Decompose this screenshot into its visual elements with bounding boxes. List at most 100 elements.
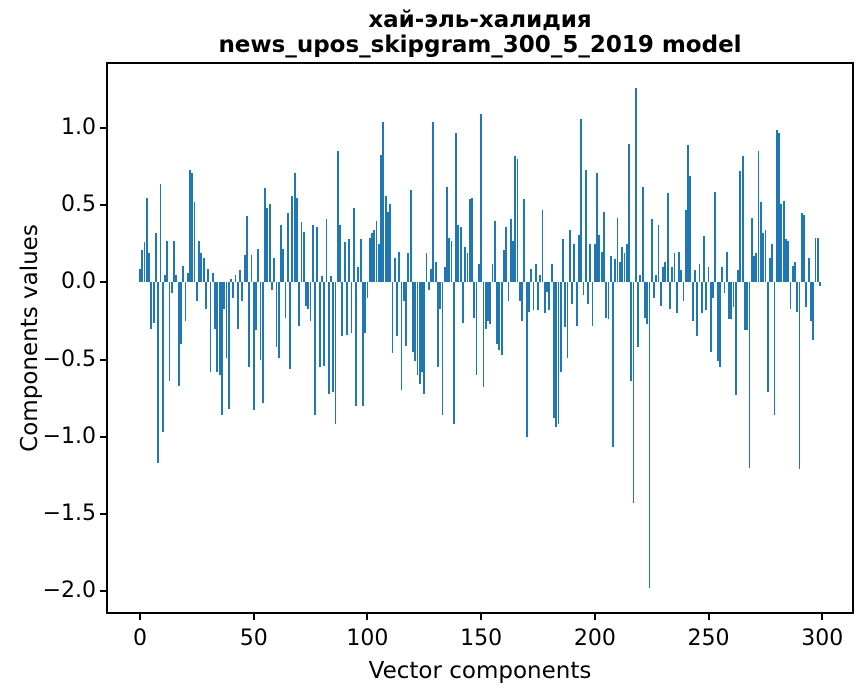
bar xyxy=(698,263,701,283)
bar xyxy=(496,282,498,345)
bar xyxy=(796,282,799,312)
bar xyxy=(603,211,605,283)
bar xyxy=(309,282,312,322)
bar xyxy=(582,282,585,295)
bar xyxy=(800,213,803,283)
bar xyxy=(491,263,494,283)
bar xyxy=(432,122,435,283)
x-tick-mark xyxy=(821,614,824,620)
bar xyxy=(177,282,180,386)
bar xyxy=(464,247,467,283)
bar xyxy=(255,282,257,331)
bar xyxy=(575,282,578,326)
bar xyxy=(371,233,373,283)
bar xyxy=(634,88,637,283)
bar xyxy=(234,274,237,283)
bar xyxy=(612,282,614,448)
bar xyxy=(173,240,176,283)
bar xyxy=(141,250,144,283)
bar xyxy=(452,282,455,425)
bar xyxy=(653,282,655,298)
bar xyxy=(402,282,405,301)
bar xyxy=(264,188,266,283)
bar xyxy=(489,282,492,325)
chart-title-model: news_upos_skipgram_300_5_2019 model xyxy=(218,32,742,58)
bar xyxy=(357,267,360,283)
bar xyxy=(505,226,508,283)
bar xyxy=(548,282,551,311)
y-tick-label: 0.5 xyxy=(61,192,96,218)
bar xyxy=(643,282,646,318)
bar xyxy=(325,219,328,283)
bar xyxy=(225,282,228,359)
bar xyxy=(814,237,817,283)
bar xyxy=(305,282,307,306)
bar xyxy=(477,263,480,283)
bar xyxy=(562,239,564,283)
bar xyxy=(527,282,530,312)
bar xyxy=(534,263,537,283)
bar xyxy=(359,239,362,283)
bar xyxy=(386,211,389,283)
bar xyxy=(509,219,512,283)
bar xyxy=(630,282,633,382)
bar xyxy=(521,282,523,322)
bar xyxy=(180,282,182,345)
bar xyxy=(289,282,291,369)
bar xyxy=(475,282,478,375)
x-tick-label: 200 xyxy=(573,626,616,651)
bar xyxy=(691,282,694,322)
bar xyxy=(518,282,521,301)
x-tick-mark xyxy=(366,614,369,620)
bar xyxy=(730,282,733,320)
bar xyxy=(164,274,166,283)
x-tick-label: 150 xyxy=(460,626,503,651)
chart-title: хай-эль-халидия news_upos_skipgram_300_5… xyxy=(106,8,854,58)
bar xyxy=(696,282,699,337)
bar xyxy=(391,282,394,354)
bar xyxy=(600,251,603,283)
y-tick-mark xyxy=(100,435,106,438)
bar xyxy=(596,173,599,283)
bar xyxy=(166,240,169,283)
bar xyxy=(805,282,808,308)
bar xyxy=(462,282,464,323)
bar xyxy=(514,156,517,283)
bar xyxy=(139,268,141,283)
bar xyxy=(507,282,510,301)
bar xyxy=(148,253,150,283)
bar xyxy=(771,243,774,283)
bar xyxy=(296,197,298,283)
bar xyxy=(675,282,678,314)
bar xyxy=(348,239,351,283)
bar xyxy=(637,282,639,348)
bar xyxy=(707,267,710,283)
bar xyxy=(682,282,685,301)
bar xyxy=(202,257,205,283)
bar xyxy=(145,197,148,283)
bar xyxy=(482,282,485,388)
y-axis-label: Components values xyxy=(17,224,43,452)
bar xyxy=(252,282,255,411)
bar xyxy=(250,254,253,283)
bar xyxy=(416,282,419,375)
bar xyxy=(157,282,160,463)
bar xyxy=(211,273,214,283)
bar xyxy=(150,282,153,329)
bar xyxy=(791,265,794,283)
bar xyxy=(384,196,387,283)
bar xyxy=(430,268,432,283)
bar xyxy=(152,282,155,323)
bar xyxy=(775,129,778,283)
bar xyxy=(737,270,740,283)
bar xyxy=(580,119,583,283)
bar xyxy=(543,282,546,314)
y-tick-label: −2.0 xyxy=(42,577,96,603)
bar xyxy=(314,282,317,416)
y-tick-mark xyxy=(100,204,106,207)
bar xyxy=(468,199,471,283)
bar xyxy=(684,210,687,283)
bar xyxy=(232,282,235,298)
bar xyxy=(664,262,667,283)
